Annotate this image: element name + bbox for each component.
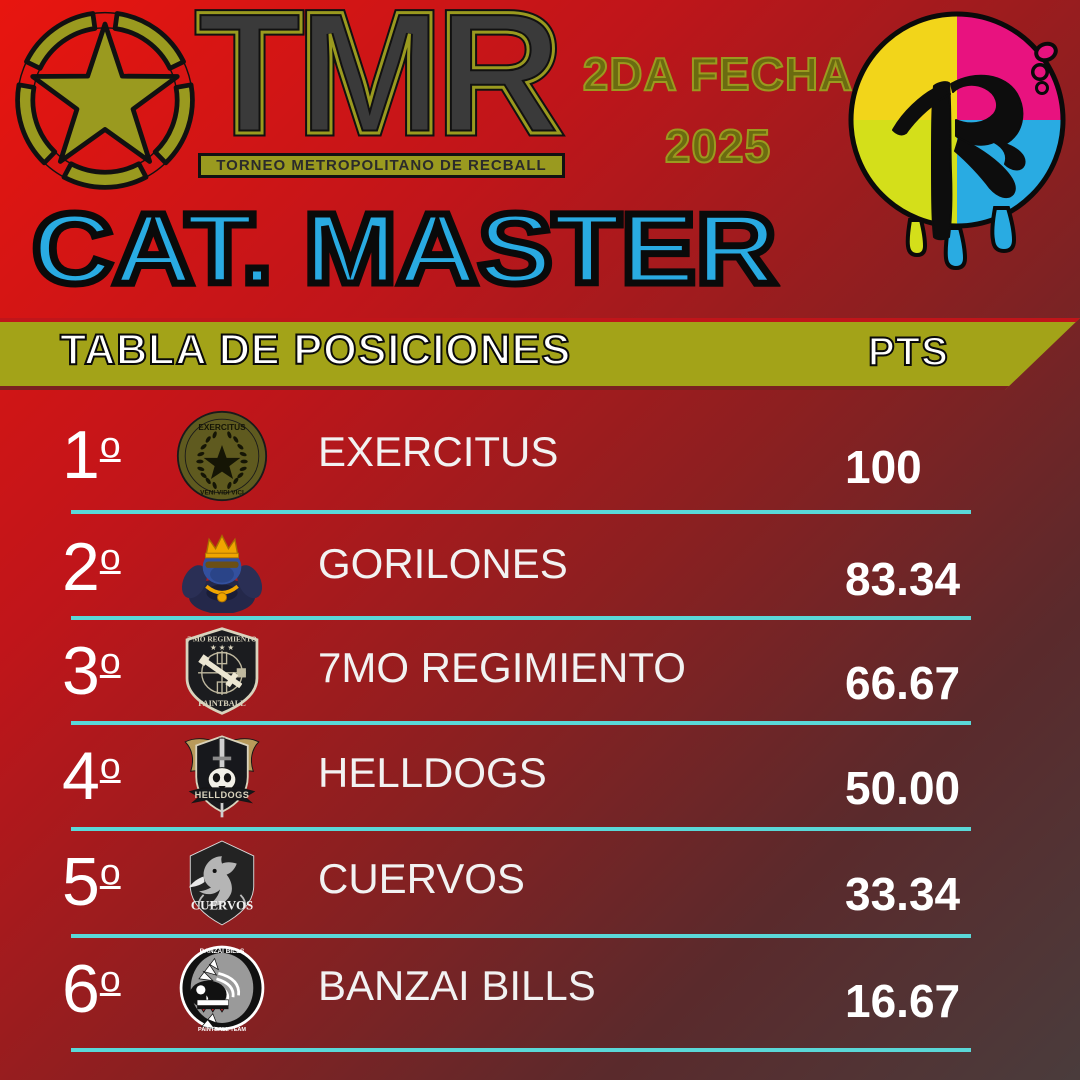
svg-text:HELLDOGS: HELLDOGS [195, 790, 250, 800]
svg-text:VENI VIDI VICI: VENI VIDI VICI [200, 490, 244, 497]
svg-text:PAINTBALL: PAINTBALL [198, 699, 246, 708]
svg-text:★ ★ ★: ★ ★ ★ [210, 643, 234, 652]
svg-text:CUERVOS: CUERVOS [191, 899, 253, 913]
svg-text:BANZAI BILLS: BANZAI BILLS [200, 948, 245, 955]
svg-text:EXERCITUS: EXERCITUS [198, 423, 246, 432]
svg-text:PAINTBALL TEAM: PAINTBALL TEAM [198, 1027, 246, 1033]
